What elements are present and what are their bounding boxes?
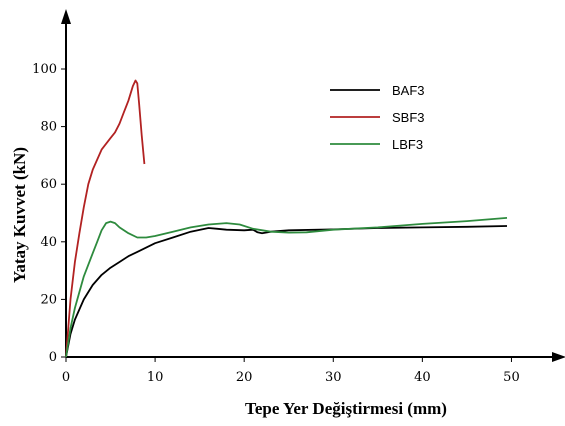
- series-layer: [65, 79, 508, 358]
- legend: BAF3 SBF3 LBF3: [330, 83, 425, 152]
- x-axis-arrow: [552, 352, 565, 362]
- y-tick-label: 40: [40, 235, 57, 250]
- series-line-sbf3: [65, 79, 146, 358]
- x-tick-label: 0: [62, 370, 70, 385]
- y-tick-label: 20: [40, 292, 57, 307]
- y-tick-label: 80: [40, 120, 57, 135]
- x-tick-label: 10: [147, 370, 164, 385]
- legend-label: LBF3: [392, 137, 423, 152]
- x-tick-label: 30: [325, 370, 342, 385]
- y-axis-title: Yatay Kuvvet (kN): [10, 147, 29, 283]
- x-tick-label: 20: [236, 370, 253, 385]
- axes: [61, 9, 565, 362]
- axis-ticks: 0 10 20 30 40 50 0 20 40 60 80 100: [32, 62, 520, 385]
- x-tick-label: 40: [414, 370, 431, 385]
- x-axis-title: Tepe Yer Değiştirmesi (mm): [245, 399, 447, 418]
- y-tick-label: 100: [32, 62, 57, 77]
- legend-label: BAF3: [392, 83, 425, 98]
- y-axis-arrow: [61, 9, 71, 24]
- y-tick-label: 60: [40, 177, 57, 192]
- legend-label: SBF3: [392, 110, 425, 125]
- x-tick-label: 50: [503, 370, 520, 385]
- series-line-baf3: [65, 225, 508, 358]
- series-line-lbf3: [65, 217, 508, 358]
- y-tick-label: 0: [49, 350, 57, 365]
